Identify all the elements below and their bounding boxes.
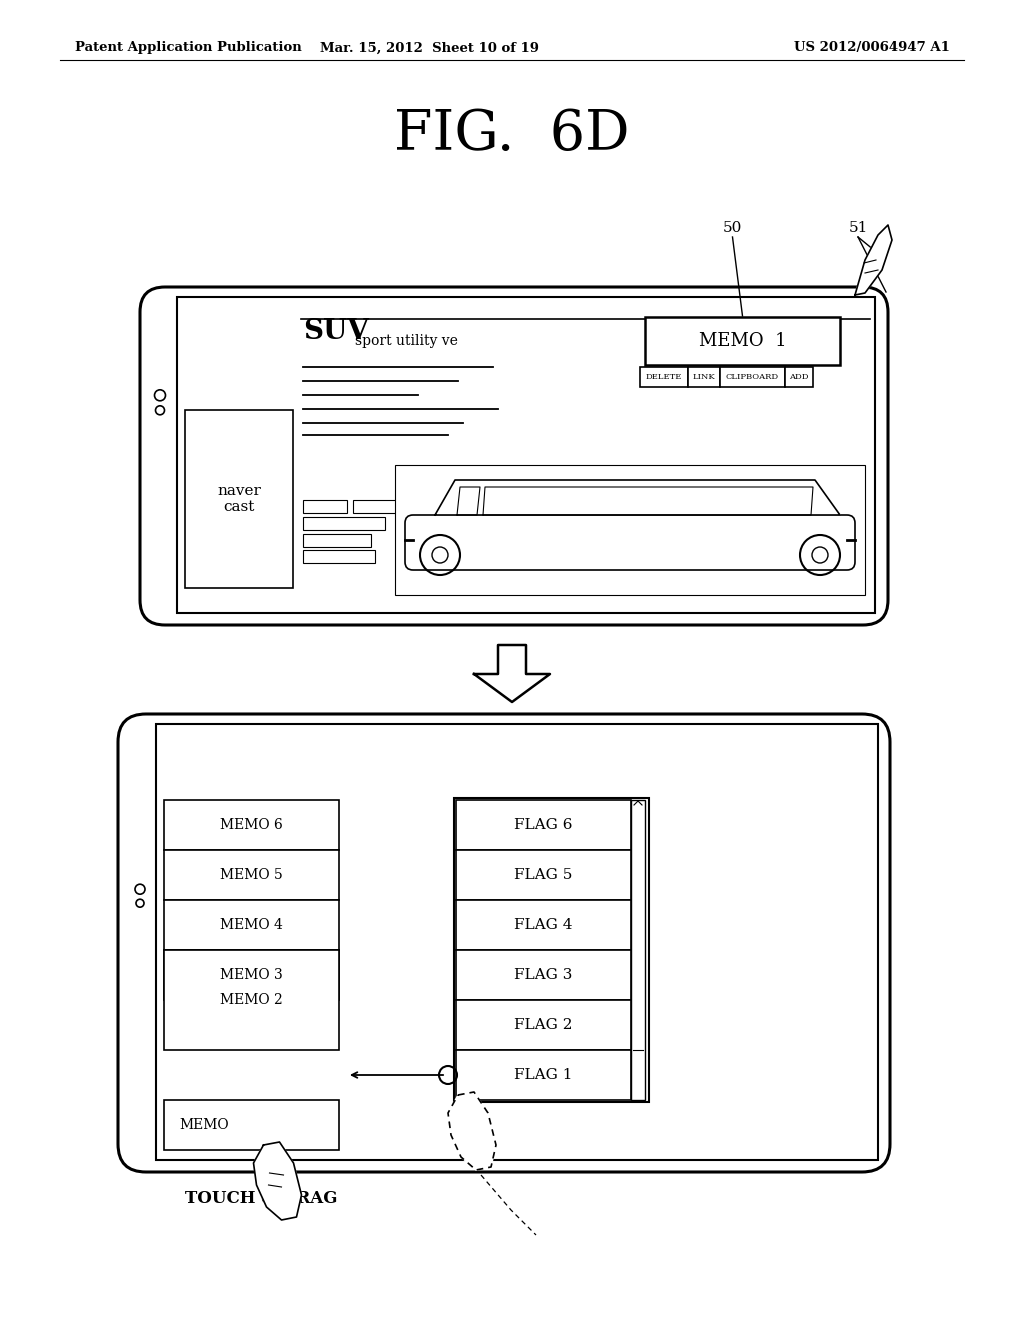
Text: SUV: SUV [303,318,369,345]
Text: FLAG 5: FLAG 5 [514,869,572,882]
Bar [645,317,840,366]
Bar [456,950,631,1001]
Text: FIG.  6D: FIG. 6D [394,108,630,162]
Bar [303,535,371,546]
Bar [164,800,339,850]
Text: FLAG 2: FLAG 2 [514,1018,572,1032]
Text: MEMO 3: MEMO 3 [220,968,283,982]
FancyBboxPatch shape [118,714,890,1172]
Text: MEMO 5: MEMO 5 [220,869,283,882]
Bar [303,550,375,564]
Text: FLAG 4: FLAG 4 [514,917,572,932]
Bar [456,1001,631,1049]
Bar [164,950,339,1049]
FancyBboxPatch shape [406,515,855,570]
Bar [185,411,293,587]
Bar [720,367,785,387]
Bar [631,800,645,1100]
Text: FLAG 3: FLAG 3 [514,968,572,982]
Bar [353,500,418,513]
Text: Patent Application Publication: Patent Application Publication [75,41,302,54]
Text: cast: cast [223,500,255,513]
Text: MEMO: MEMO [179,1118,228,1133]
Text: MEMO  1: MEMO 1 [698,333,786,350]
Text: CLIPBOARD: CLIPBOARD [726,374,779,381]
Bar [640,367,688,387]
Text: sport utility ve: sport utility ve [355,334,458,348]
Bar [456,900,631,950]
Polygon shape [474,645,550,702]
Text: FLAG 6: FLAG 6 [514,818,572,832]
Text: 51: 51 [848,220,867,235]
Bar [303,517,385,531]
Bar [688,367,720,387]
Bar [303,500,347,513]
Text: MEMO 6: MEMO 6 [220,818,283,832]
Text: MEMO 2: MEMO 2 [220,993,283,1007]
Text: 50: 50 [723,220,742,235]
Text: DELETE: DELETE [646,374,682,381]
Bar [395,465,865,595]
Bar [164,1100,339,1150]
FancyBboxPatch shape [140,286,888,624]
Text: ADD: ADD [790,374,809,381]
Bar [177,297,874,612]
Polygon shape [449,1092,496,1170]
Text: TOUCH & DRAG: TOUCH & DRAG [185,1191,338,1206]
Polygon shape [435,480,840,515]
Polygon shape [855,224,892,294]
Text: naver: naver [217,484,261,498]
Text: FLAG 1: FLAG 1 [514,1068,572,1082]
Text: LINK: LINK [692,374,716,381]
Text: US 2012/0064947 A1: US 2012/0064947 A1 [795,41,950,54]
Bar [456,850,631,900]
Bar [454,799,649,1102]
Bar [456,1049,631,1100]
Text: Mar. 15, 2012  Sheet 10 of 19: Mar. 15, 2012 Sheet 10 of 19 [321,41,540,54]
Bar [164,950,339,1001]
Bar [156,723,878,1160]
Polygon shape [254,1142,301,1220]
Bar [164,850,339,900]
Text: MEMO 4: MEMO 4 [220,917,283,932]
Bar [456,800,631,850]
Bar [164,900,339,950]
Bar [785,367,813,387]
